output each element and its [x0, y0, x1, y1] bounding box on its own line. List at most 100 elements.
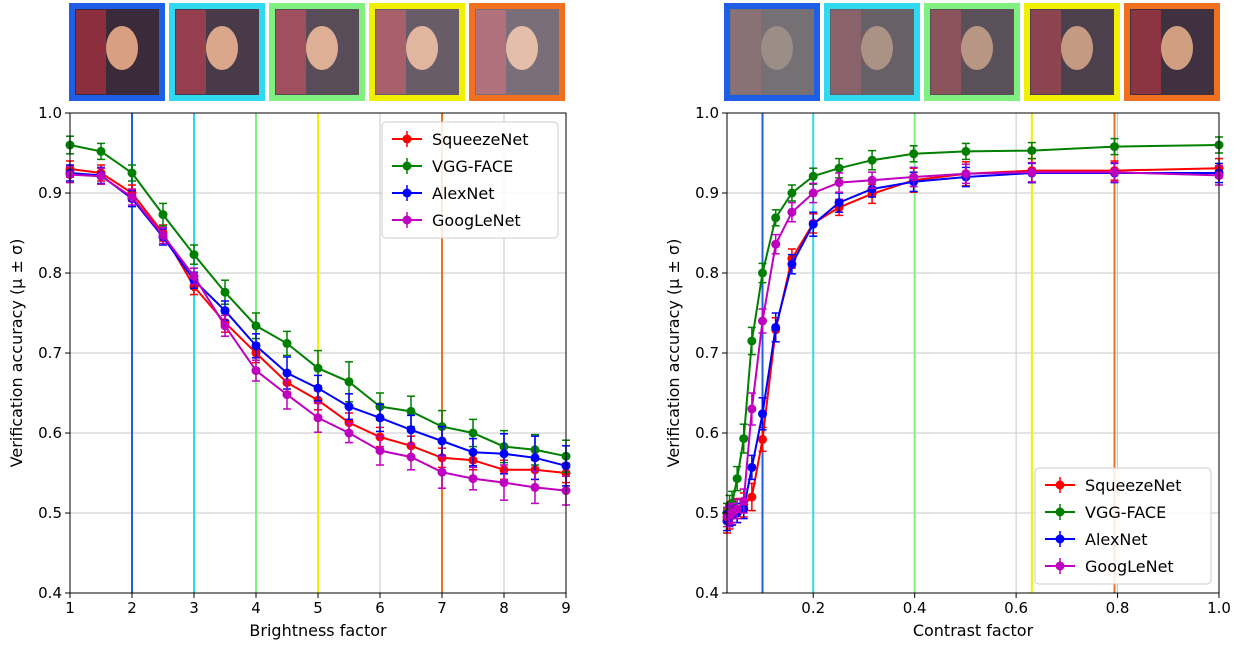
thumbnail-flag — [1131, 10, 1161, 94]
point — [282, 390, 292, 400]
point — [530, 482, 540, 492]
point — [867, 175, 877, 185]
point — [158, 230, 168, 240]
point — [787, 259, 797, 269]
thumbnail-face — [506, 26, 538, 70]
x-tick-label: 2 — [127, 599, 137, 617]
point — [437, 436, 447, 446]
point — [344, 418, 354, 428]
point — [732, 504, 742, 514]
point — [771, 213, 781, 223]
x-tick-label: 0.4 — [903, 599, 927, 617]
point — [867, 155, 877, 165]
thumbnail-face — [961, 26, 993, 70]
y-tick-label: 1.0 — [695, 104, 719, 122]
point — [375, 413, 385, 423]
legend-box — [381, 121, 559, 239]
y-tick-label: 0.9 — [695, 184, 719, 202]
point — [189, 271, 199, 281]
x-tick-label: 0.6 — [1004, 599, 1028, 617]
thumbnail-flag — [931, 10, 961, 94]
point — [158, 210, 168, 220]
legend-marker — [1055, 507, 1065, 517]
point — [758, 316, 768, 326]
point — [739, 434, 749, 444]
legend-label: SqueezeNet — [432, 130, 528, 149]
point — [1027, 167, 1037, 177]
thumbnail-flag — [76, 10, 106, 94]
thumbnail-shade — [930, 9, 1014, 95]
thumbnail-flag — [276, 10, 306, 94]
point — [344, 402, 354, 412]
legend-marker — [1055, 480, 1065, 490]
series-line — [726, 171, 1220, 518]
legend-box — [1034, 467, 1212, 585]
legend: SqueezeNet VGG-FACE AlexNet GoogLeNet — [381, 121, 559, 239]
point — [758, 409, 768, 419]
point — [251, 341, 261, 351]
thumbnail-flag — [476, 10, 506, 94]
legend-marker — [402, 161, 412, 171]
thumbnail-face — [306, 26, 338, 70]
legend-marker — [402, 188, 412, 198]
point — [909, 172, 919, 182]
x-tick-label: 0.2 — [801, 599, 825, 617]
point — [499, 478, 509, 488]
thumbnail-face — [1161, 26, 1193, 70]
legend-label: GoogLeNet — [1085, 557, 1174, 576]
point — [313, 383, 323, 393]
point — [220, 321, 230, 331]
thumbnail-shade — [375, 9, 459, 95]
y-tick-label: 0.5 — [695, 504, 719, 522]
series-line — [726, 144, 1220, 514]
point — [344, 428, 354, 438]
thumbnail-flag — [376, 10, 406, 94]
thumbnail-shade — [1130, 9, 1214, 95]
point — [96, 171, 106, 181]
y-tick-label: 0.9 — [38, 184, 62, 202]
point — [313, 413, 323, 423]
x-tick-label: 5 — [313, 599, 323, 617]
thumbnail-face — [206, 26, 238, 70]
point — [787, 188, 797, 198]
point — [758, 434, 768, 444]
point — [1110, 167, 1120, 177]
x-tick-label: 3 — [189, 599, 199, 617]
thumbnail-face — [406, 26, 438, 70]
point — [747, 404, 757, 414]
point — [251, 366, 261, 376]
point — [375, 446, 385, 456]
point — [1110, 142, 1120, 152]
thumbnail-shade — [730, 9, 814, 95]
point — [787, 207, 797, 217]
point — [867, 184, 877, 194]
point — [530, 453, 540, 463]
y-tick-label: 1.0 — [38, 104, 62, 122]
point — [961, 169, 971, 179]
y-tick-label: 0.6 — [695, 424, 719, 442]
legend-marker — [1055, 534, 1065, 544]
point — [406, 452, 416, 462]
x-tick-label: 9 — [561, 599, 571, 617]
y-tick-label: 0.4 — [38, 584, 62, 602]
point — [251, 321, 261, 331]
y-axis-label: Verification accuracy (μ ± σ) — [664, 239, 683, 468]
legend-label: VGG-FACE — [1085, 503, 1166, 522]
point — [468, 474, 478, 484]
point — [732, 474, 742, 484]
point — [747, 462, 757, 472]
y-tick-label: 0.6 — [38, 424, 62, 442]
point — [468, 447, 478, 457]
point — [1027, 146, 1037, 156]
legend-label: AlexNet — [432, 184, 495, 203]
legend-label: AlexNet — [1085, 530, 1148, 549]
point — [406, 425, 416, 435]
thumbnail-face — [106, 26, 138, 70]
point — [468, 428, 478, 438]
y-tick-label: 0.5 — [38, 504, 62, 522]
point — [282, 338, 292, 348]
point — [747, 492, 757, 502]
point — [220, 287, 230, 297]
